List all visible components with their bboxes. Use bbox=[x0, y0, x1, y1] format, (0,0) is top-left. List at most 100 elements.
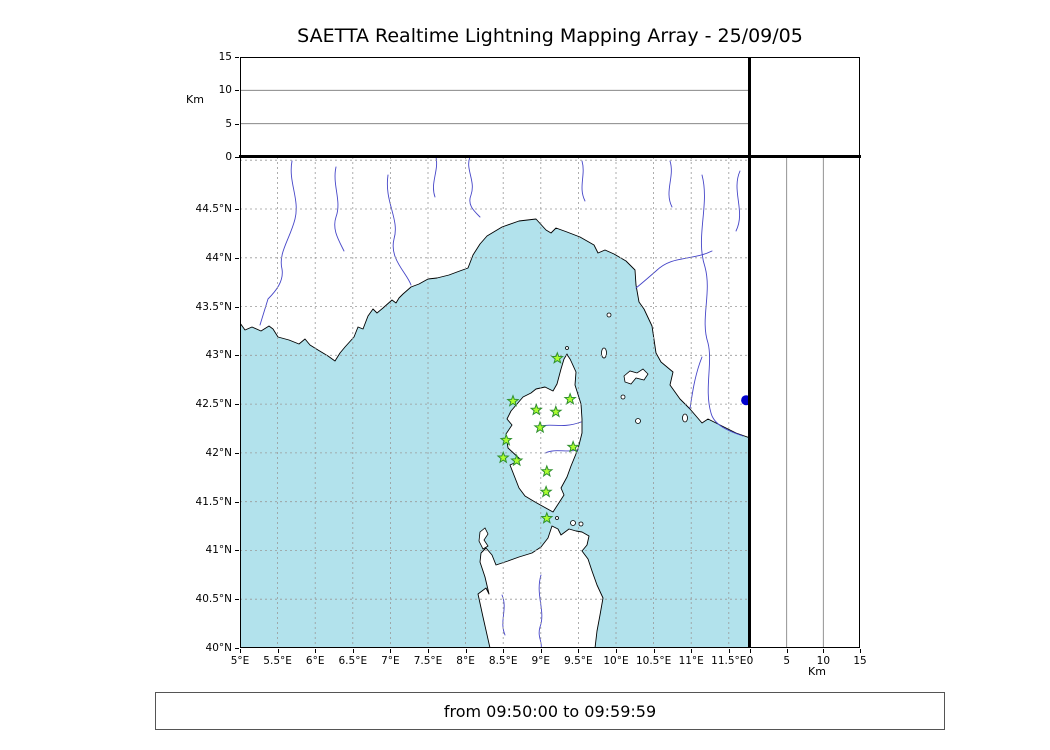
event-layer bbox=[741, 395, 750, 406]
map-y-tick-label: 41.5°N bbox=[195, 495, 232, 508]
giraglia-island bbox=[565, 346, 569, 350]
map-canvas bbox=[240, 157, 750, 648]
station-marker bbox=[506, 394, 520, 407]
map-x-tick-label: 7°E bbox=[381, 655, 400, 667]
station-marker bbox=[539, 484, 553, 498]
maddalena-island bbox=[570, 520, 576, 526]
river-ombrone bbox=[689, 356, 703, 409]
station-marker bbox=[563, 392, 577, 405]
altitude-axis-label-left: Km bbox=[186, 93, 204, 106]
station-markers bbox=[496, 351, 580, 524]
alt-y-tick-label: 5 bbox=[225, 117, 232, 130]
map-y-tick-label: 42.5°N bbox=[195, 398, 232, 411]
alt-y-tick-label: 0 bbox=[225, 151, 232, 163]
map-x-tick bbox=[503, 649, 505, 653]
map-x-tick bbox=[540, 649, 542, 653]
map-x-tick-label: 5.5°E bbox=[263, 655, 292, 667]
map-x-tick bbox=[390, 649, 392, 653]
event-dot bbox=[741, 395, 750, 406]
station-marker bbox=[533, 420, 547, 434]
station-marker bbox=[529, 403, 543, 416]
mainland-coast bbox=[240, 157, 750, 439]
map-gridlines bbox=[240, 157, 750, 648]
river bbox=[259, 160, 297, 326]
gorgona-island bbox=[606, 312, 612, 318]
capraia-island bbox=[601, 347, 607, 359]
map-y-tick bbox=[235, 306, 239, 308]
map-y-tick bbox=[235, 452, 239, 454]
map-x-tick bbox=[578, 649, 580, 653]
map-x-tick-label: 11.5°E bbox=[711, 655, 747, 667]
time-range-text: from 09:50:00 to 09:59:59 bbox=[443, 701, 657, 721]
river bbox=[668, 160, 673, 208]
river bbox=[735, 170, 741, 232]
map-x-tick bbox=[428, 649, 429, 653]
map-x-tick bbox=[465, 649, 467, 653]
maddalena-island-2 bbox=[578, 521, 584, 527]
figure-title: SAETTA Realtime Lightning Mapping Array … bbox=[297, 25, 803, 47]
lavezzi-island bbox=[555, 516, 559, 520]
map-y-tick-label: 41°N bbox=[205, 544, 232, 557]
map-y-tick bbox=[235, 257, 239, 259]
map-panel bbox=[240, 157, 750, 648]
map-x-tick bbox=[315, 649, 317, 653]
altitude-panel-gridlines bbox=[240, 89, 750, 125]
map-x-tick-label: 10°E bbox=[603, 655, 629, 667]
alt-x-tick-label: 15 bbox=[853, 655, 867, 667]
alt-y-tick bbox=[235, 90, 239, 92]
map-y-tick-label: 43.5°N bbox=[195, 300, 232, 313]
river bbox=[386, 174, 412, 286]
altitude-longitude-panel bbox=[240, 57, 750, 157]
map-y-tick bbox=[235, 208, 239, 210]
river bbox=[581, 160, 586, 202]
alt-x-tick-label: 0 bbox=[746, 655, 754, 667]
map-y-tick-label: 40°N bbox=[205, 642, 232, 654]
alt-x-tick bbox=[860, 649, 861, 653]
map-y-tick-label: 42°N bbox=[205, 446, 232, 459]
station-marker bbox=[499, 433, 513, 446]
map-x-tick bbox=[728, 649, 730, 653]
map-x-tick-label: 6°E bbox=[305, 655, 325, 667]
elba-island bbox=[623, 368, 649, 385]
alt-x-tick bbox=[823, 649, 825, 653]
map-x-tick-label: 6.5°E bbox=[338, 655, 368, 667]
altitude-right-border bbox=[750, 157, 860, 648]
river bbox=[334, 166, 345, 252]
map-y-tick bbox=[235, 501, 239, 503]
alt-y-tick-label: 15 bbox=[218, 51, 232, 63]
asinara-island bbox=[478, 527, 489, 550]
altitude-longitude-canvas bbox=[240, 57, 750, 157]
map-y-tick bbox=[235, 355, 239, 357]
altitude-right-gridlines bbox=[786, 157, 824, 648]
altitude-axis-label-bottom: Km bbox=[808, 665, 826, 678]
map-x-tick-label: 9°E bbox=[531, 655, 551, 667]
map-x-tick-label: 7.5°E bbox=[413, 655, 443, 667]
map-y-tick bbox=[235, 404, 239, 406]
rivers bbox=[259, 157, 744, 648]
map-y-tick-label: 44.5°N bbox=[195, 202, 232, 215]
map-y-tick bbox=[235, 599, 239, 601]
map-x-tick bbox=[277, 649, 279, 653]
map-x-tick-label: 9.5°E bbox=[564, 655, 593, 667]
station-marker bbox=[510, 453, 524, 467]
alt-y-tick-label: 10 bbox=[218, 84, 232, 97]
map-y-tick bbox=[235, 550, 239, 552]
river-tiber bbox=[701, 174, 744, 437]
map-y-tick-label: 43°N bbox=[205, 349, 232, 362]
map-y-tick-label: 44°N bbox=[205, 251, 232, 264]
alt-x-tick bbox=[750, 649, 751, 653]
giglio-island bbox=[682, 413, 688, 423]
station-marker bbox=[566, 440, 580, 453]
map-x-tick bbox=[616, 649, 617, 653]
alt-x-tick bbox=[786, 649, 788, 653]
pianosa-island bbox=[620, 394, 626, 400]
map-x-tick bbox=[691, 649, 693, 653]
altitude-latitude-panel bbox=[750, 157, 860, 648]
station-marker bbox=[540, 511, 554, 524]
montecristo-island bbox=[635, 418, 641, 424]
station-marker bbox=[550, 351, 564, 364]
map-y-tick bbox=[235, 648, 239, 649]
altitude-latitude-canvas bbox=[750, 157, 860, 648]
station-marker bbox=[496, 450, 510, 464]
